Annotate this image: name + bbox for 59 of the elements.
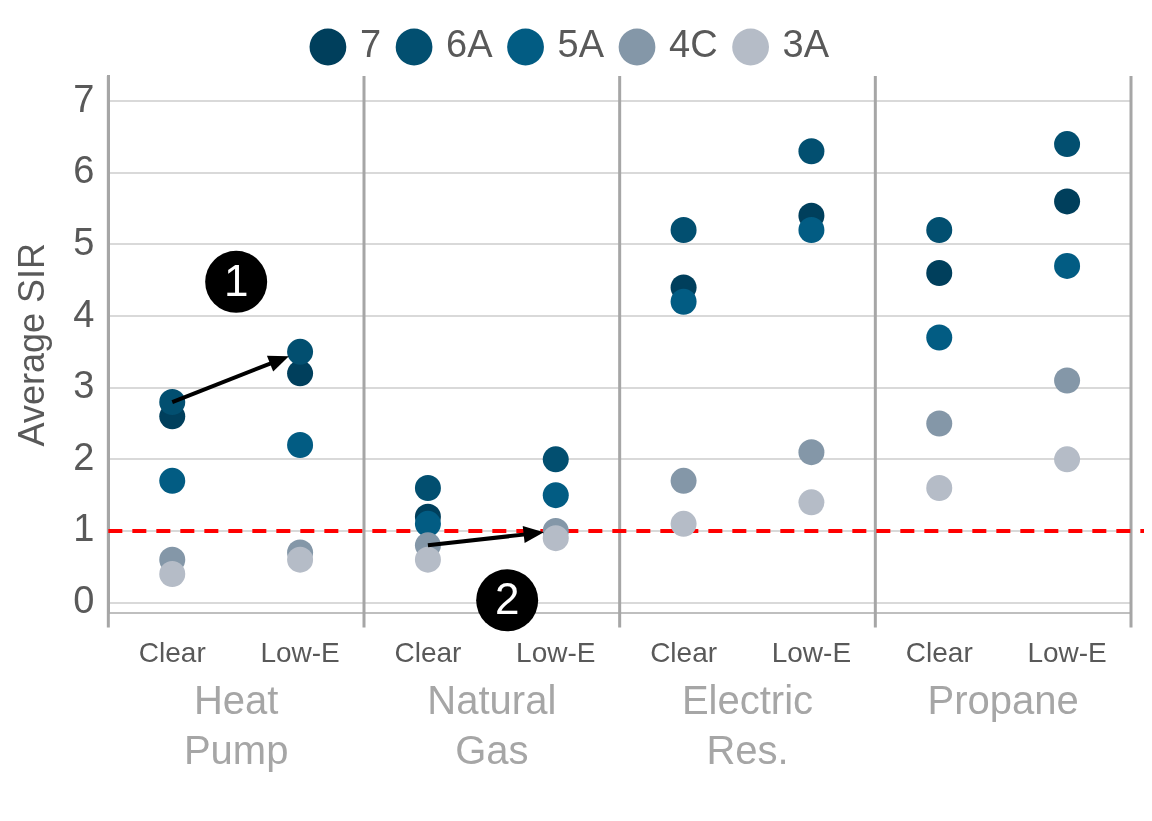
x-tick-label: Low-E [1027,636,1107,668]
legend-label: 7 [359,23,382,66]
point [798,217,825,244]
y-tick-label: 7 [73,77,95,120]
point [159,560,186,587]
y-axis-title: Average SIR [10,242,52,447]
point [542,482,569,509]
point [1054,367,1081,394]
legend-label: 3A [782,23,830,66]
point [926,217,953,244]
y-tick-label: 5 [73,220,95,263]
annotation: 2 [494,574,520,624]
y-tick-label: 1 [73,507,95,550]
point [542,525,569,552]
x-tick-label: Low-E [771,636,852,668]
legend-label: 5A [557,23,605,66]
point [926,260,953,287]
x-tick-label: Clear [650,636,718,668]
point [926,410,953,437]
x-tick-label: Clear [905,636,973,668]
point [542,446,569,473]
point [1054,131,1081,158]
point [670,217,697,244]
x-tick-label: Clear [394,636,462,668]
point [287,546,314,573]
y-tick-label: 6 [73,149,95,192]
y-tick-label: 0 [73,579,95,622]
point [287,360,314,387]
point [414,510,441,537]
text: Heat Pump [183,678,289,773]
point [287,432,314,459]
point [670,510,697,537]
point [287,338,314,365]
text: Electric Res. [681,678,814,773]
point [926,475,953,502]
point [926,324,953,351]
point [159,467,186,494]
y-tick-label: 3 [73,364,95,407]
point [1054,188,1081,215]
point [670,288,697,315]
legend-label: 6A [446,23,494,66]
point [414,546,441,573]
point [1054,446,1081,473]
point [159,389,186,416]
x-tick-label: Low-E [260,636,340,668]
point [798,439,825,466]
point [798,489,825,516]
y-tick-label: 2 [73,435,95,478]
point [670,467,697,494]
point [414,475,441,502]
x-tick-label: Low-E [516,636,596,668]
point [1054,252,1081,279]
legend-label: 4C [669,23,718,66]
y-tick-label: 4 [73,292,95,335]
text: Natural Gas [427,678,557,773]
point [798,138,825,165]
x-tick-label: Clear [138,636,206,668]
annotation: 1 [223,256,249,306]
text: Propane [927,678,1079,723]
